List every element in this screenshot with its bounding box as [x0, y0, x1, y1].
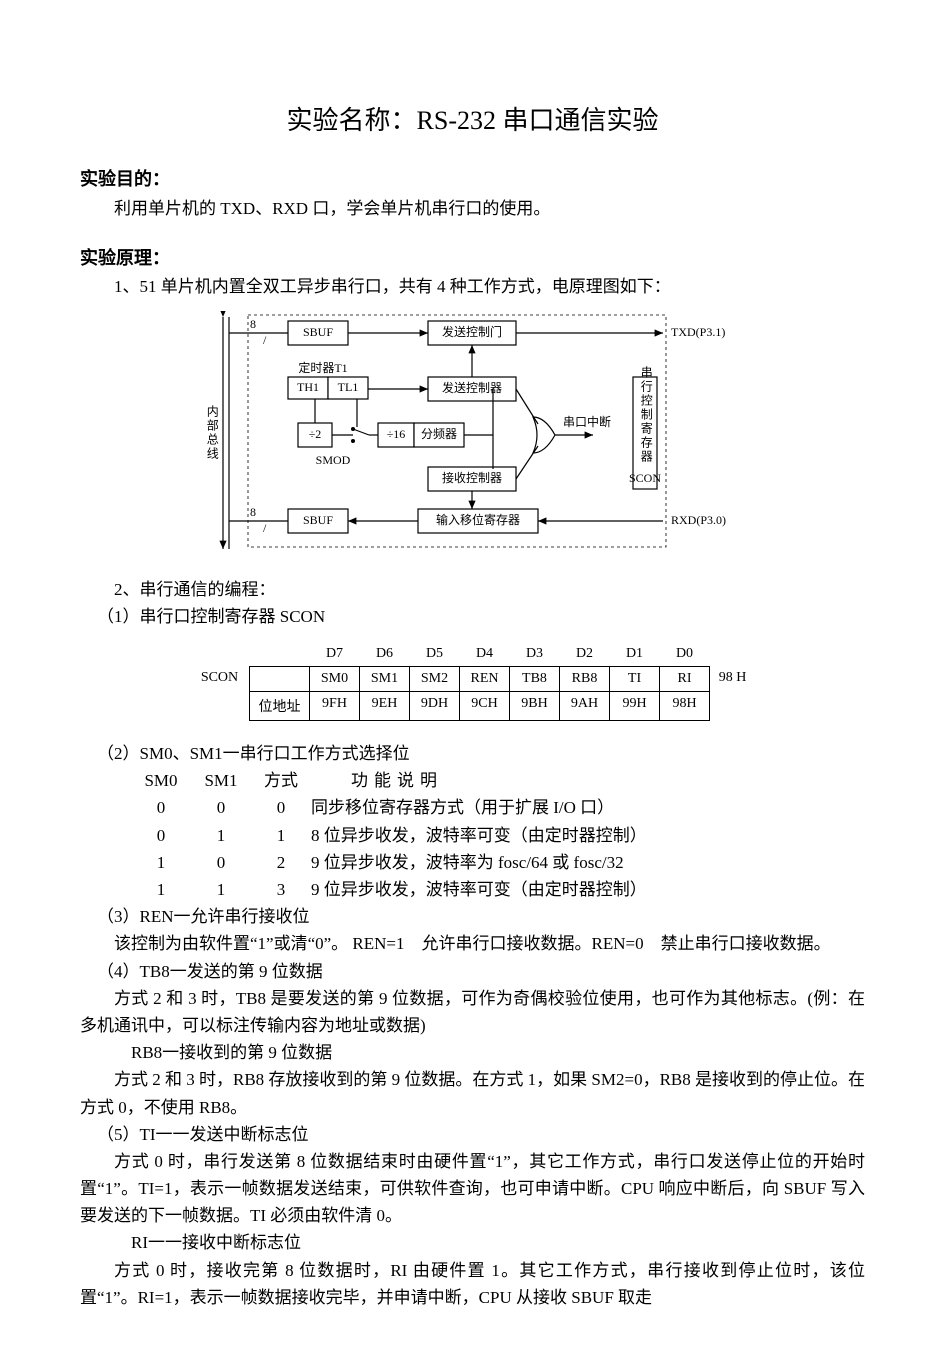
mode-r0-a: 0	[131, 794, 191, 821]
scon-label: SCON	[190, 666, 250, 691]
scon-h-d1: D1	[610, 642, 660, 666]
scon-table: D7 D6 D5 D4 D3 D2 D1 D0 SCON SM0 SM1 SM2…	[80, 642, 865, 720]
mode-r1-c: 1	[251, 822, 311, 849]
diagram-smod: SMOD	[315, 452, 350, 466]
mode-r1-d: 8 位异步收发，波特率可变（由定时器控制）	[311, 822, 865, 849]
scon-rb8: RB8	[559, 666, 610, 692]
scon-a-9c: 9CH	[459, 691, 510, 721]
mode-r0-b: 0	[191, 794, 251, 821]
scon-ren: REN	[459, 666, 510, 692]
diagram-txd-label: TXD(P3.1)	[671, 324, 725, 338]
section-principle-head: 实验原理：	[80, 244, 865, 270]
mode-r3-b: 1	[191, 876, 251, 903]
ren-text: 该控制为由软件置“1”或清“0”。 REN=1 允许串行口接收数据。REN=0 …	[80, 930, 865, 957]
ren-head: （3）REN一允许串行接收位	[97, 903, 865, 930]
mode-h2: SM1	[191, 767, 251, 794]
scon-a-9e: 9EH	[359, 691, 410, 721]
scon-a-9a: 9AH	[559, 691, 610, 721]
mode-r2-d: 9 位异步收发，波特率为 fosc/64 或 fosc/32	[311, 849, 865, 876]
scon-h-d4: D4	[460, 642, 510, 666]
svg-text:/: /	[263, 332, 267, 346]
rb8-head: RB8一接收到的第 9 位数据	[80, 1039, 865, 1066]
mode-r0-d: 同步移位寄存器方式（用于扩展 I/O 口）	[311, 794, 865, 821]
mode-r1-a: 0	[131, 822, 191, 849]
scon-sm2: SM2	[409, 666, 460, 692]
diagram-rx-ctrl: 接收控制器	[441, 469, 501, 484]
mode-h3: 方式	[251, 767, 311, 794]
scon-ri: RI	[659, 666, 710, 692]
mode-r2-a: 1	[131, 849, 191, 876]
mode-r3-d: 9 位异步收发，波特率可变（由定时器控制）	[311, 876, 865, 903]
diagram-tl1: TL1	[337, 379, 358, 393]
ti-head: （5）TI一一发送中断标志位	[97, 1121, 865, 1148]
objective-text: 利用单片机的 TXD、RXD 口，学会单片机串行口的使用。	[80, 195, 865, 222]
scon-a-9b: 9BH	[509, 691, 560, 721]
diagram-divider: 分频器	[420, 426, 456, 440]
diagram-sbuf-bot: SBUF	[302, 512, 332, 526]
mode-r2-b: 0	[191, 849, 251, 876]
diagram-bot-8: 8	[250, 504, 256, 518]
scon-ti: TI	[609, 666, 660, 692]
scon-h-d0: D0	[660, 642, 710, 666]
scon-a-98: 98H	[659, 691, 710, 721]
section-objective-head: 实验目的：	[80, 165, 865, 191]
ti-text: 方式 0 时，串行发送第 8 位数据结束时由硬件置“1”，其它工作方式，串行口发…	[80, 1148, 865, 1230]
scon-a-9d: 9DH	[409, 691, 460, 721]
page-title: 实验名称：RS-232 串口通信实验	[80, 100, 865, 137]
ri-head: RI一一接收中断标志位	[80, 1229, 865, 1256]
diagram-tx-gate: 发送控制门	[441, 323, 501, 338]
mode-r1-b: 1	[191, 822, 251, 849]
diagram-div16: ÷16	[386, 426, 405, 440]
diagram-div2: ÷2	[308, 426, 321, 440]
diagram-scon-label: 串行控制寄存器	[639, 365, 653, 463]
diagram-shift-reg: 输入移位寄存器	[435, 511, 519, 526]
rb8-text: 方式 2 和 3 时，RB8 存放接收到的第 9 位数据。在方式 1，如果 SM…	[80, 1066, 865, 1120]
tb8-head: （4）TB8一发送的第 9 位数据	[97, 958, 865, 985]
scon-h-d7: D7	[310, 642, 360, 666]
mode-h1: SM0	[131, 767, 191, 794]
scon-h-d3: D3	[510, 642, 560, 666]
diagram-int-label: 串口中断	[563, 413, 611, 428]
scon-h-d5: D5	[410, 642, 460, 666]
diagram-sbuf-top: SBUF	[302, 324, 332, 338]
mode-r3-a: 1	[131, 876, 191, 903]
principle-item-1: 1、51 单片机内置全双工异步串行口，共有 4 种工作方式，电原理图如下：	[80, 274, 865, 300]
tb8-text: 方式 2 和 3 时，TB8 是要发送的第 9 位数据，可作为奇偶校验位使用，也…	[80, 985, 865, 1039]
principle-item-2: 2、串行通信的编程：	[80, 577, 865, 603]
modes-intro: （2）SM0、SM1一串行口工作方式选择位	[97, 740, 865, 767]
mode-r0-c: 0	[251, 794, 311, 821]
scon-intro: （1）串行口控制寄存器 SCON	[97, 603, 865, 630]
diagram-timer-label: 定时器T1	[298, 359, 347, 374]
scon-sm0: SM0	[309, 666, 360, 692]
scon-a-9f: 9FH	[309, 691, 360, 721]
diagram-top-8: 8	[250, 316, 256, 330]
diagram-scon: SCON	[628, 470, 660, 484]
svg-text:/: /	[263, 520, 267, 534]
mode-r2-c: 2	[251, 849, 311, 876]
scon-h-d6: D6	[360, 642, 410, 666]
mode-h4: 功能说明	[311, 767, 865, 794]
block-diagram: 内部总线 8 / SBUF 发送控制门 TXD(P3.1) 定时器T1 TH1 …	[193, 311, 753, 561]
scon-a-99: 99H	[609, 691, 660, 721]
scon-98h: 98 H	[710, 666, 756, 691]
scon-sm1: SM1	[359, 666, 410, 692]
mode-table: SM0 SM1 方式 功能说明 0 0 0 同步移位寄存器方式（用于扩展 I/O…	[131, 767, 865, 903]
diagram-rxd-label: RXD(P3.0)	[671, 512, 726, 526]
mode-r3-c: 3	[251, 876, 311, 903]
scon-tb8: TB8	[509, 666, 560, 692]
diagram-th1: TH1	[297, 379, 319, 393]
scon-h-d2: D2	[560, 642, 610, 666]
ri-text: 方式 0 时，接收完第 8 位数据时，RI 由硬件置 1。其它工作方式，串行接收…	[80, 1257, 865, 1311]
scon-addr-label: 位地址	[249, 691, 310, 721]
diagram-bus-label: 内部总线	[205, 404, 219, 460]
